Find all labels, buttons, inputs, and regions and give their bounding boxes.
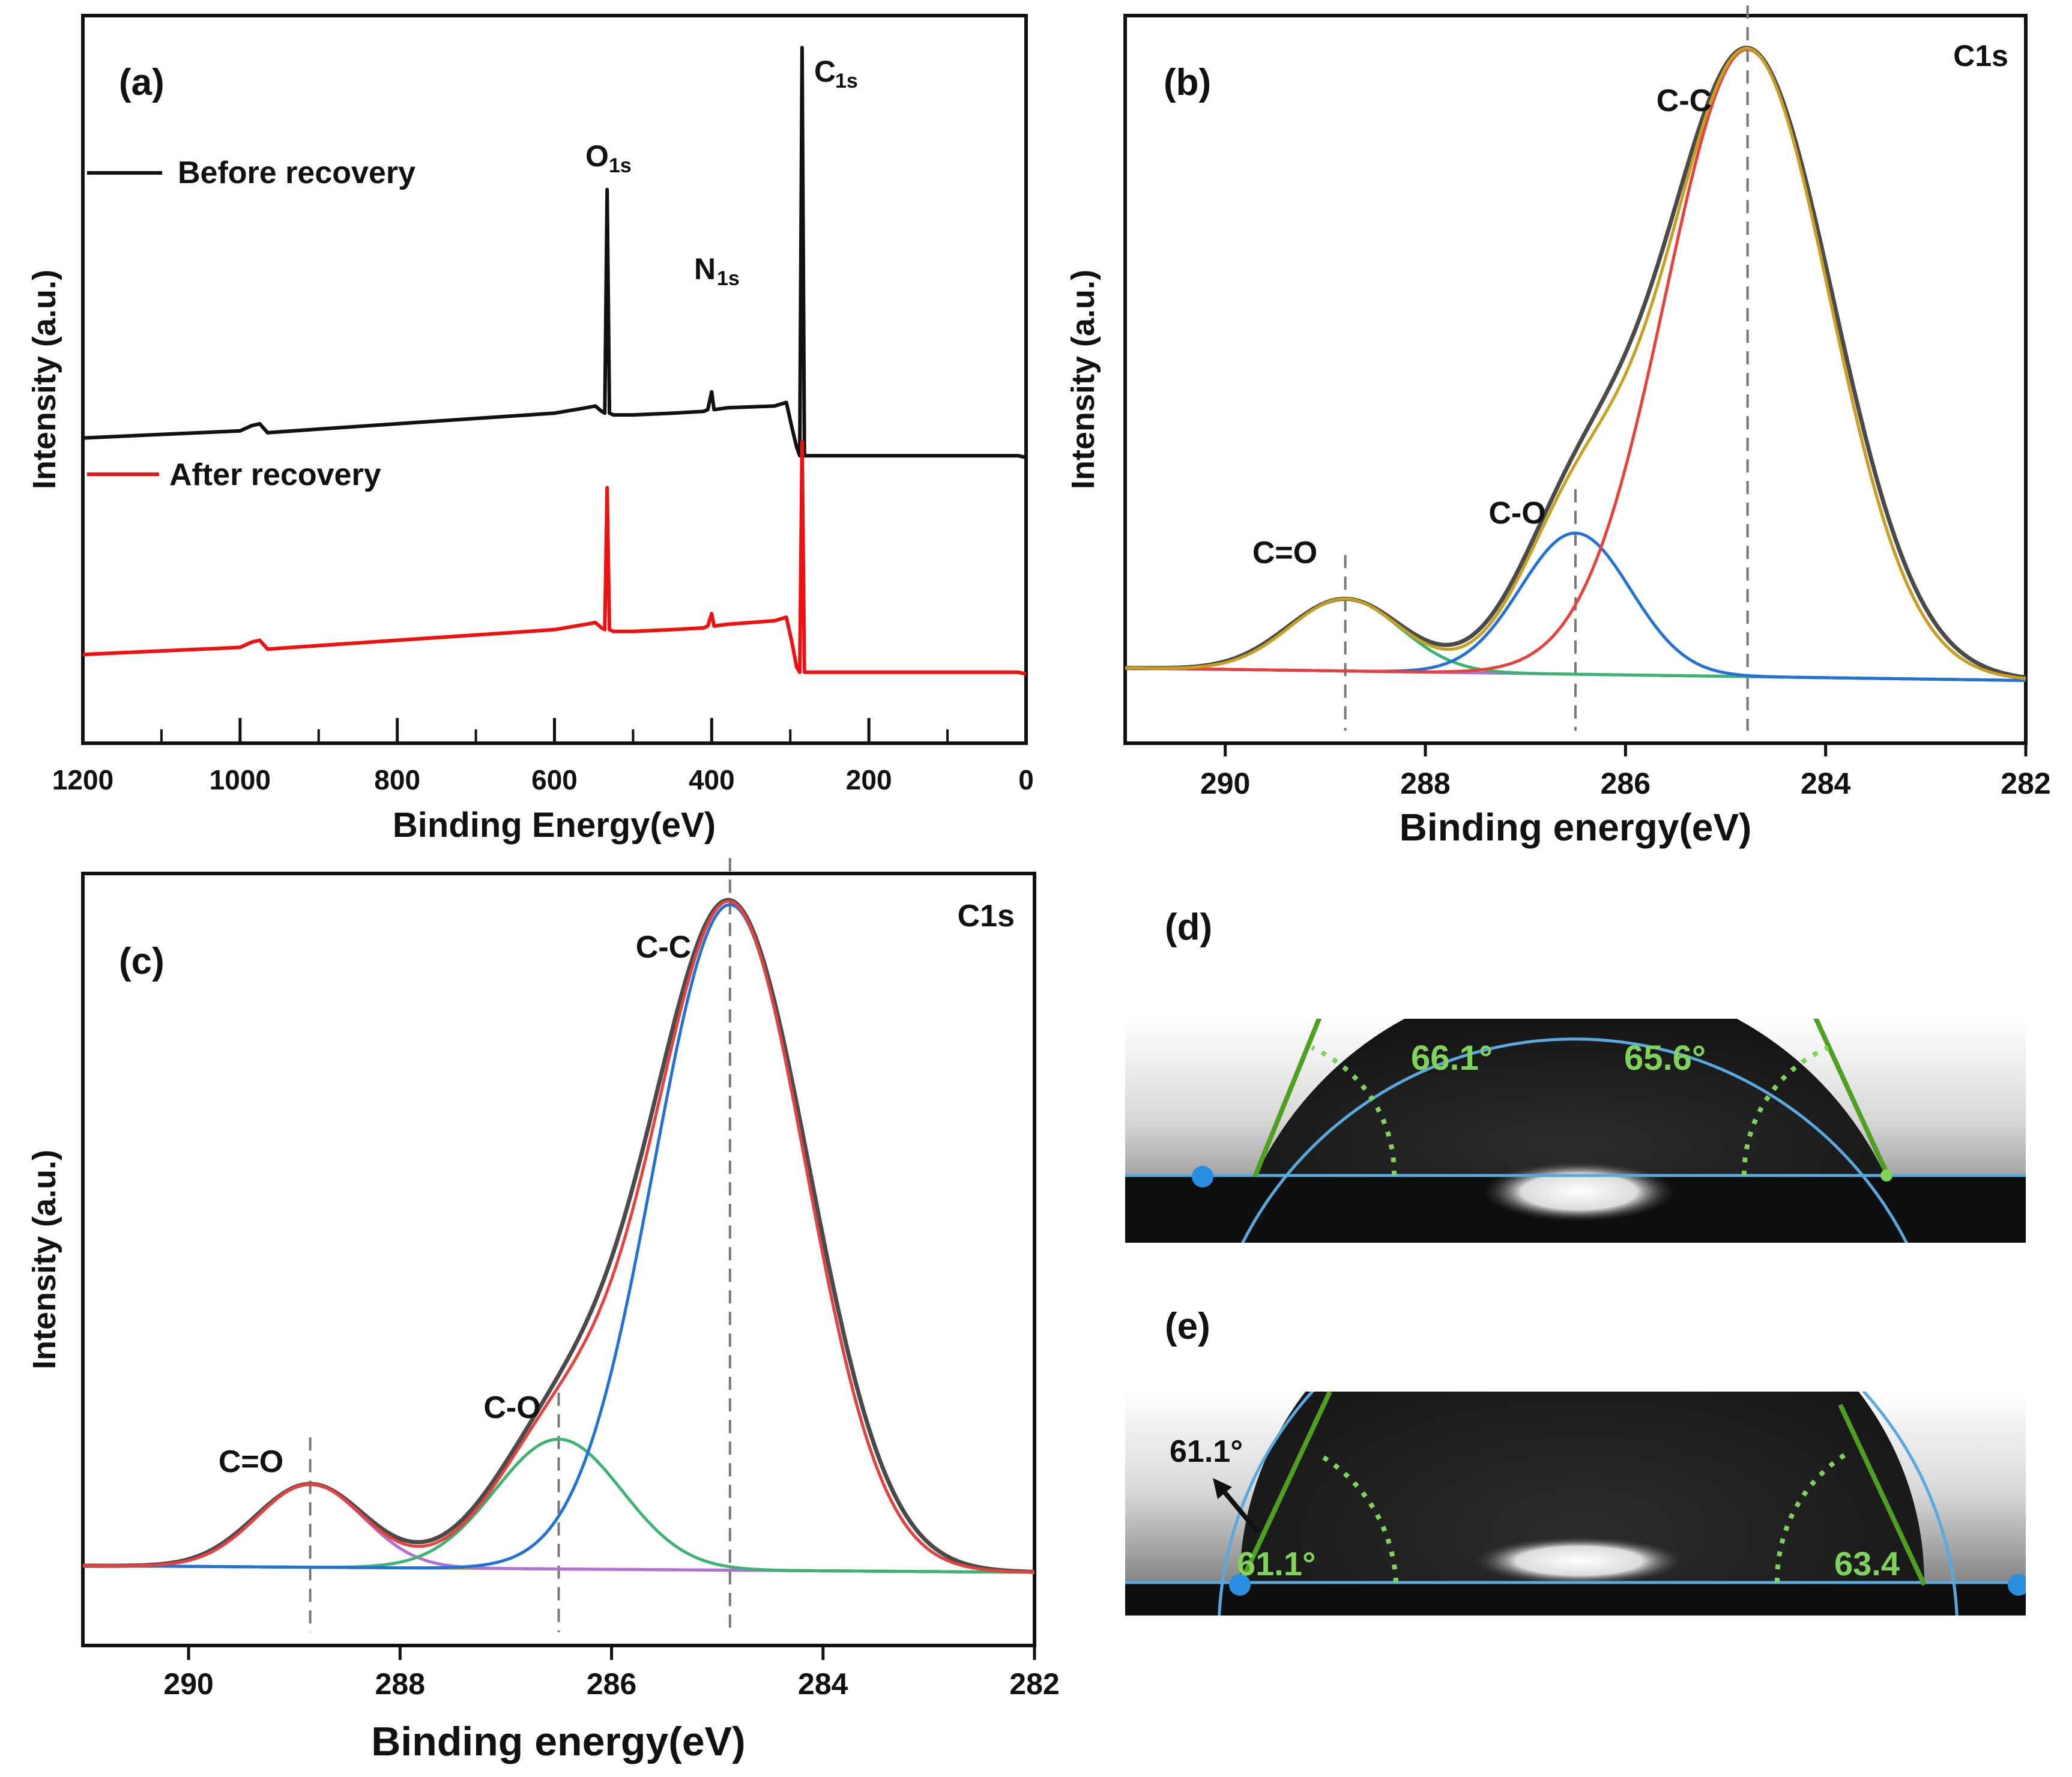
legend-after-label: After recovery [169, 457, 381, 492]
panel-c-xtick-label-4: 282 [1009, 1667, 1059, 1701]
panel-a-xtick-label-0: 1200 [52, 764, 113, 795]
legend-before-recovery: Before recovery [87, 155, 415, 190]
panel-a-xtick-label-3: 600 [531, 764, 578, 795]
panel-a-xtick-label-5: 200 [846, 764, 892, 795]
panel-a-frame [81, 14, 1028, 745]
panel-a-series-layer [82, 46, 1027, 676]
peak-label-c1s-sub: 1s [835, 70, 858, 92]
panel-d-right-tangent [1813, 1019, 1891, 1178]
panel-e-callout-label: 61.1° [1170, 1434, 1243, 1469]
panel-e-contact-angle-photo: (e) 61.1° 63.4 61.1° [1125, 1306, 2026, 1616]
peak-label-n1s: N 1s [694, 252, 740, 290]
panel-b-frame [1123, 14, 2028, 745]
panel-d-left-angle: 66.1° [1411, 1039, 1493, 1078]
panel-a-letter: (a) [119, 62, 165, 103]
panel-c-title: C1s [958, 899, 1015, 934]
panel-b-xtick-label-1: 288 [1400, 767, 1450, 800]
panel-c-xtick-label-2: 286 [587, 1667, 636, 1701]
panel-e-left-angle: 61.1° [1237, 1545, 1315, 1582]
panel-c-raw-data [82, 898, 1035, 1574]
panel-c-ylabel: Intensity (a.u.) [26, 1150, 62, 1369]
panel-a-xtick-label-1: 1000 [210, 764, 271, 795]
legend-before-label: Before recovery [178, 155, 415, 190]
peak-label-n1s-main: N [694, 252, 716, 286]
panel-a-xtick-label-2: 800 [374, 764, 420, 795]
panel-a-ylabel: Intensity (a.u.) [26, 270, 62, 489]
panel-c-series-layer [82, 858, 1035, 1632]
panel-b-xlabel: Binding energy(eV) [1400, 806, 1752, 849]
panel-d-glint [1483, 1162, 1675, 1222]
panel-d-right-contact [1880, 1169, 1892, 1181]
panel-d-left-tangent [1252, 1019, 1322, 1178]
panel-b-fit-envelope [1125, 47, 2026, 680]
panel-e-droplet-outline [1218, 1392, 1959, 1616]
panel-c-label-c-eq-o: C=O [219, 1444, 283, 1479]
panel-e-droplet [1240, 1392, 1924, 1582]
panel-d-letter: (d) [1165, 907, 1212, 948]
panel-e-letter: (e) [1165, 1306, 1210, 1347]
panel-e-left-handle [1229, 1574, 1251, 1596]
panel-c-xlabel: Binding energy(eV) [371, 1719, 745, 1764]
panel-e-right-angle: 63.4 [1834, 1545, 1900, 1582]
panel-d-image: 66.1° 65.6° [1125, 1019, 2026, 1243]
peak-label-o1s-main: O [585, 139, 609, 173]
panel-c-label-c-o: C-O [483, 1390, 540, 1425]
panel-c-label-c-c: C-C [636, 930, 691, 965]
panel-e-left-arc [1319, 1453, 1398, 1583]
panel-b-c1s-before: 290 288 286 284 282 (b) C1s C=O C-O C-C Bind… [1065, 5, 2051, 849]
legend-after-recovery: After recovery [87, 457, 381, 492]
panel-c-xtick-label-0: 290 [163, 1667, 213, 1701]
peak-label-n1s-sub: 1s [717, 267, 740, 290]
panel-c-xtick-label-1: 288 [375, 1667, 425, 1701]
panel-e-substrate [1125, 1582, 2026, 1616]
panel-b-label-c-c: C-C [1657, 83, 1712, 118]
panel-e-callout-arrow [1219, 1487, 1260, 1534]
panel-e-right-tangent [1838, 1404, 1927, 1586]
panel-d-droplet [1256, 1019, 1885, 1175]
series-before-recovery [82, 46, 1027, 460]
panel-d-contact-angle-photo: (d) 66.1° 65.6° [1125, 907, 2026, 1243]
panel-d-right-arc [1741, 1045, 1829, 1176]
panel-e-image: 61.1° 63.4 [1125, 1392, 2026, 1616]
panel-a-xlabel: Binding Energy(eV) [393, 806, 716, 845]
panel-b-letter: (b) [1164, 62, 1211, 103]
panel-a-xtick-label-6: 0 [1018, 764, 1034, 795]
panel-e-right-arc [1774, 1450, 1850, 1583]
panel-e-callout-arrowhead [1213, 1478, 1232, 1499]
panel-c-fit-envelope [83, 899, 1035, 1574]
panel-c-tick-layer: 290 288 286 284 282 [163, 1646, 1060, 1701]
panel-b-ylabel: Intensity (a.u.) [1065, 270, 1101, 489]
series-after-recovery [82, 439, 1027, 676]
panel-a-tick-layer: 1200 1000 800 600 400 200 0 [52, 718, 1034, 795]
peak-label-o1s: O 1s [585, 139, 632, 177]
panel-c-xtick-label-3: 284 [798, 1667, 848, 1701]
panel-a-survey-spectrum: 1200 1000 800 600 400 200 0 (a) Before recover… [26, 14, 1034, 845]
panel-a-xtick-label-4: 400 [689, 764, 735, 795]
peak-label-c1s-main: C [814, 55, 836, 88]
panel-b-xtick-label-4: 282 [2001, 767, 2050, 800]
panel-c-letter: (c) [119, 941, 165, 982]
peak-label-c1s: C 1s [814, 55, 858, 92]
panel-e-left-tangent [1237, 1392, 1332, 1586]
panel-b-xtick-label-2: 286 [1601, 767, 1651, 800]
panel-b-label-c-o: C-O [1488, 496, 1545, 531]
panel-d-left-arc [1311, 1045, 1397, 1176]
panel-d-right-angle: 65.6° [1624, 1039, 1706, 1078]
panel-b-series-layer [1125, 5, 2026, 731]
panel-b-raw-data [1125, 46, 2026, 680]
panel-b-label-c-eq-o: C=O [1252, 536, 1317, 570]
peak-label-o1s-sub: 1s [609, 154, 632, 177]
panel-b-tick-layer: 290 288 286 284 282 [1200, 743, 2051, 800]
panel-e-glint [1474, 1537, 1684, 1585]
panel-b-xtick-label-3: 284 [1801, 767, 1851, 800]
panel-d-droplet-outline [1240, 1037, 1909, 1243]
panel-c-c1s-after: 290 288 286 284 282 (c) C1s C=O C-O C-C Bind… [26, 858, 1060, 1764]
panel-d-left-handle [1192, 1166, 1213, 1187]
panel-b-title: C1s [1953, 39, 2008, 73]
panel-e-right-handle [2008, 1574, 2026, 1596]
panel-c-frame [81, 872, 1036, 1647]
panel-b-xtick-label-0: 290 [1200, 767, 1250, 800]
